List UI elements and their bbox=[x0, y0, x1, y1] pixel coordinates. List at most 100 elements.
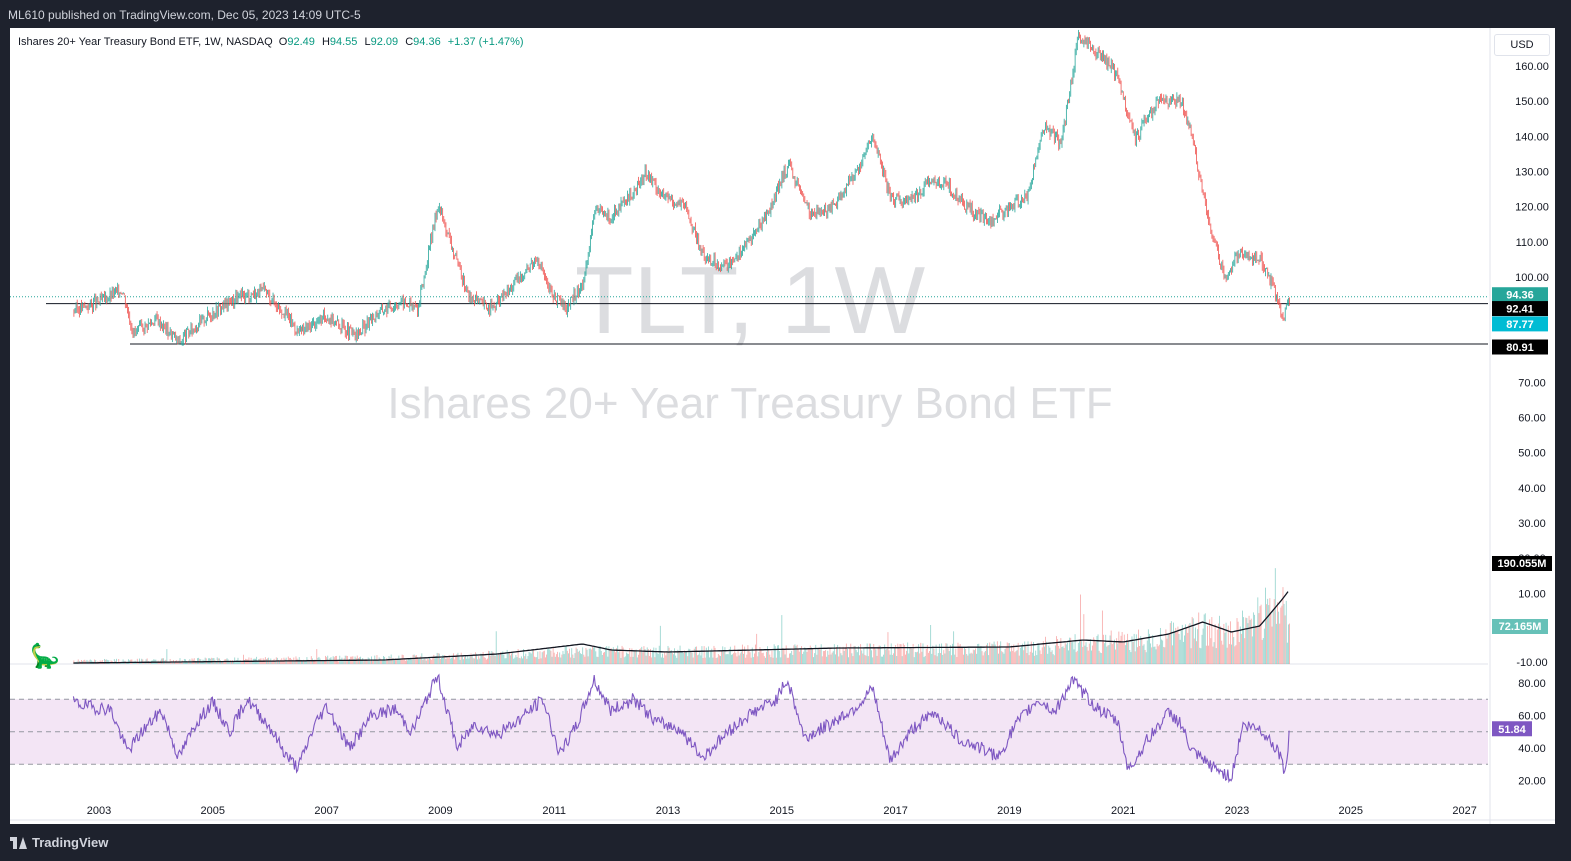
volume-bar bbox=[503, 654, 505, 664]
volume-bar bbox=[749, 652, 751, 664]
volume-bar bbox=[850, 643, 852, 664]
volume-bar bbox=[859, 655, 860, 664]
volume-bar bbox=[1035, 650, 1037, 664]
volume-bar bbox=[692, 657, 694, 664]
volume-bar bbox=[654, 657, 656, 664]
volume-bar bbox=[785, 645, 787, 664]
volume-bar bbox=[940, 653, 941, 664]
volume-bar bbox=[1030, 641, 1032, 664]
volume-bar bbox=[819, 649, 821, 664]
volume-bar bbox=[905, 654, 906, 664]
volume-bar bbox=[286, 661, 288, 664]
volume-bar bbox=[663, 657, 665, 664]
volume-bar bbox=[572, 654, 574, 664]
volume-bar bbox=[143, 662, 145, 664]
volume-bar bbox=[829, 648, 831, 664]
volume-bar bbox=[1191, 616, 1193, 664]
volume-bar bbox=[639, 649, 641, 664]
volume-bar bbox=[652, 650, 654, 664]
volume-bar bbox=[1073, 649, 1075, 664]
volume-bar bbox=[764, 657, 766, 664]
volume-bar bbox=[573, 658, 575, 664]
volume-bar bbox=[1134, 651, 1136, 664]
volume-bar bbox=[702, 657, 704, 664]
volume-bar bbox=[724, 647, 726, 664]
volume-bar bbox=[731, 654, 732, 664]
volume-bar bbox=[1245, 617, 1247, 664]
volume-bar bbox=[636, 657, 638, 664]
volume-bar bbox=[1272, 609, 1274, 664]
volume-bar bbox=[792, 654, 794, 664]
volume-bar bbox=[525, 653, 527, 664]
volume-bar bbox=[1096, 636, 1098, 664]
volume-bar bbox=[632, 656, 634, 664]
volume-bar bbox=[484, 657, 486, 664]
volume-bar bbox=[653, 647, 655, 664]
volume-bar bbox=[657, 653, 659, 664]
volume-bar bbox=[802, 653, 804, 664]
volume-bar bbox=[1001, 651, 1003, 664]
volume-bar bbox=[603, 652, 604, 664]
volume-bar bbox=[1081, 641, 1083, 664]
volume-bar bbox=[1246, 618, 1248, 664]
volume-bar bbox=[466, 658, 468, 664]
volume-bar bbox=[1190, 648, 1192, 664]
volume-bar bbox=[1026, 653, 1028, 664]
volume-bar bbox=[1232, 631, 1234, 664]
volume-bar bbox=[676, 657, 678, 664]
volume-bar bbox=[1092, 645, 1094, 664]
volume-bar bbox=[1192, 618, 1194, 664]
volume-bar bbox=[587, 656, 589, 664]
volume-bar bbox=[1214, 624, 1216, 664]
chart-canvas[interactable]: TLT, 1W Ishares 20+ Year Treasury Bond ET… bbox=[10, 28, 1555, 824]
volume-bar bbox=[1144, 649, 1146, 664]
volume-bar bbox=[1105, 634, 1107, 664]
volume-bar bbox=[1247, 623, 1249, 664]
chart-panel[interactable]: TLT, 1W Ishares 20+ Year Treasury Bond ET… bbox=[10, 28, 1555, 824]
volume-bar bbox=[954, 654, 956, 664]
volume-bar bbox=[895, 645, 897, 664]
volume-bar bbox=[913, 657, 915, 664]
time-tick-label: 2021 bbox=[1111, 805, 1135, 817]
volume-bar bbox=[946, 643, 948, 664]
symbol-legend: Ishares 20+ Year Treasury Bond ETF, 1W, … bbox=[18, 36, 524, 48]
volume-bar bbox=[520, 656, 522, 664]
volume-bar bbox=[930, 624, 932, 664]
volume-bar bbox=[605, 647, 607, 664]
volume-bar bbox=[551, 656, 553, 664]
volume-bar bbox=[553, 652, 555, 664]
volume-bar bbox=[804, 647, 806, 664]
bid-price-label-bg bbox=[1492, 316, 1548, 332]
volume-bar bbox=[604, 651, 605, 664]
volume-bar bbox=[563, 654, 565, 664]
volume-bar bbox=[646, 647, 648, 664]
volume-bar bbox=[633, 650, 635, 664]
volume-bar bbox=[1156, 644, 1158, 664]
volume-bar bbox=[361, 659, 363, 664]
volume-bar bbox=[1062, 646, 1064, 664]
volume-bar bbox=[748, 650, 750, 664]
volume-bar bbox=[634, 649, 636, 664]
volume-bar bbox=[407, 660, 409, 664]
volume-bar bbox=[576, 648, 578, 664]
volume-bar bbox=[797, 648, 799, 664]
volume-bar bbox=[338, 661, 340, 664]
volume-bar bbox=[1002, 652, 1004, 664]
currency-button[interactable]: USD bbox=[1494, 34, 1550, 56]
volume-bar bbox=[340, 659, 342, 664]
volume-bar bbox=[830, 654, 832, 664]
volume-bar bbox=[630, 656, 632, 664]
volume-bar bbox=[1202, 628, 1204, 664]
tradingview-logo[interactable]: TradingView bbox=[10, 835, 108, 850]
volume-bar bbox=[547, 649, 549, 664]
volume-bar bbox=[355, 658, 357, 664]
volume-bar bbox=[687, 656, 689, 664]
rsi-label: 51.84 bbox=[1498, 724, 1526, 736]
volume-bar bbox=[1185, 624, 1187, 664]
volume-bar bbox=[113, 659, 115, 664]
volume-bar bbox=[628, 653, 630, 664]
volume-bar bbox=[820, 644, 822, 664]
volume-bar bbox=[1066, 642, 1068, 664]
volume-bar bbox=[1207, 626, 1208, 664]
volume-bar bbox=[534, 656, 535, 664]
